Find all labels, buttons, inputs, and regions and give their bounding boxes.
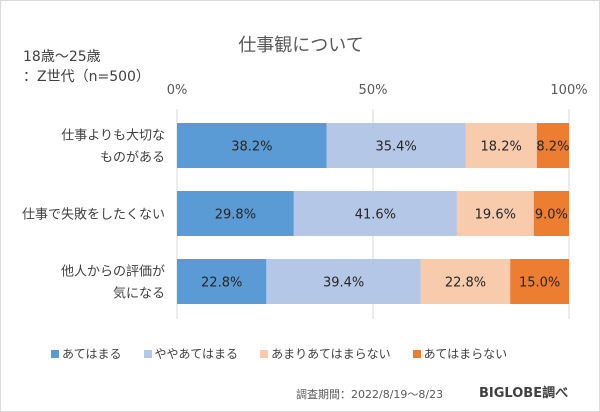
data-label: 22.8%: [445, 276, 486, 291]
bar-segment: [456, 191, 534, 236]
x-tick-label: 50%: [359, 83, 388, 98]
data-label: 19.6%: [475, 208, 516, 223]
brand-credit: BIGLOBE調べ: [479, 386, 569, 401]
data-label: 38.2%: [231, 140, 272, 155]
bar-segment: [177, 259, 267, 304]
data-label: 15.0%: [519, 276, 560, 291]
data-label: 22.8%: [201, 276, 242, 291]
x-tick-label: 0%: [167, 83, 188, 98]
x-tick-label: 100%: [550, 83, 587, 98]
data-label: 9.0%: [535, 208, 568, 223]
legend-item: あてはまる: [51, 345, 122, 362]
legend: あてはまる ややあてはまる あまりあてはまらない あてはまらない: [51, 345, 529, 362]
data-label: 41.6%: [355, 208, 396, 223]
legend-label: あてはまらない: [423, 347, 508, 361]
data-label: 35.4%: [375, 140, 416, 155]
legend-item: ややあてはまる: [143, 345, 239, 362]
bar-segment: [510, 259, 569, 304]
data-label: 29.8%: [215, 208, 256, 223]
category-label: 仕事よりも大切な: [61, 129, 165, 144]
bar-segment: [293, 191, 457, 236]
legend-swatch: [260, 349, 269, 358]
chart-title: 仕事観について: [238, 35, 364, 56]
category-label: 仕事で失敗をしたくない: [22, 208, 165, 223]
legend-label: あまりあてはまらない: [271, 347, 391, 361]
data-label: 39.4%: [323, 276, 364, 291]
legend-item: あまりあてはまらない: [260, 345, 391, 362]
category-label: 他人からの評価が: [61, 265, 165, 280]
bar-segment: [177, 191, 294, 236]
category-label: 気になる: [113, 286, 165, 302]
legend-swatch: [143, 349, 152, 358]
chart-subtitle: 18歳～25歳 ：Z世代（n=500）: [23, 49, 150, 85]
legend-label: ややあてはまる: [154, 347, 239, 361]
bar-segment: [177, 123, 327, 168]
legend-swatch: [51, 349, 59, 358]
bar-segment: [536, 123, 569, 168]
data-label: 8.2%: [536, 140, 569, 155]
category-label: ものがある: [100, 151, 165, 166]
data-label: 18.2%: [481, 140, 522, 155]
legend-item: あてはまらない: [412, 345, 508, 362]
legend-swatch: [412, 349, 421, 358]
bar-segment: [266, 259, 421, 304]
bar-segment: [326, 123, 466, 168]
legend-label: あてはまる: [62, 347, 122, 361]
bar-segment: [465, 123, 537, 168]
bar-segment: [533, 191, 569, 236]
bar-segment: [420, 259, 511, 304]
survey-period: 調査期間：2022/8/19～8/23: [296, 388, 444, 401]
